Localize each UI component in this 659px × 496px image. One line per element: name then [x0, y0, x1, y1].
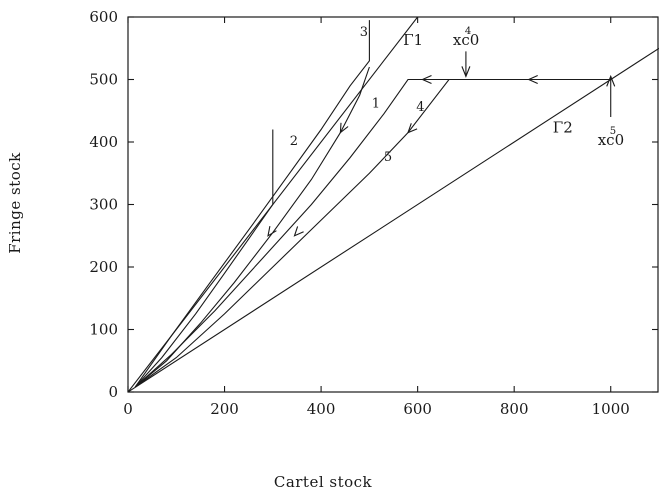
- boundary-label: Γ2: [553, 119, 573, 137]
- plot-frame: [127, 16, 659, 393]
- x-tick-label: 600: [403, 400, 432, 418]
- xc0-superscript: 4: [465, 26, 471, 37]
- trajectory-4: [134, 74, 466, 388]
- trajectory-3: [134, 20, 370, 388]
- x-axis-label: Cartel stock: [274, 473, 373, 491]
- y-tick-label: 300: [89, 196, 118, 214]
- x-tick-label: 200: [210, 400, 239, 418]
- axes: 0 200 400 600 800 1000 0 100 200 300 400 500 600: [89, 8, 658, 418]
- direction-arrow: [527, 74, 538, 85]
- trajectory-label: 4: [416, 100, 424, 115]
- trajectory-line: [134, 129, 274, 388]
- y-tick-label: 600: [89, 8, 118, 26]
- trajectory-label: 5: [384, 150, 392, 165]
- trajectory-5: [134, 74, 611, 388]
- direction-arrow: [339, 122, 349, 134]
- trajectory-line: [134, 78, 466, 388]
- y-axis-label: Fringe stock: [6, 152, 24, 254]
- trajectory-label: 3: [360, 25, 368, 40]
- direction-arrow: [421, 74, 432, 85]
- x-tick-label: 400: [307, 400, 336, 418]
- trajectory-line: [134, 66, 370, 388]
- direction-arrow: [407, 123, 418, 134]
- series-group: [128, 17, 659, 392]
- xc0-label: xc0: [453, 31, 479, 49]
- boundary-line: [128, 47, 659, 392]
- y-tick-label: 100: [89, 321, 118, 339]
- xc0-arrow-head: [461, 66, 471, 78]
- trajectory-line: [134, 78, 611, 388]
- xc0-superscript: 5: [610, 126, 616, 137]
- y-tick-label: 0: [108, 383, 118, 401]
- y-tick-label: 500: [89, 71, 118, 89]
- direction-arrow: [293, 226, 304, 237]
- x-tick-label: 800: [500, 400, 529, 418]
- xc0-label: xc0: [598, 131, 624, 149]
- trajectory-label: 2: [290, 134, 298, 149]
- x-tick-label: 0: [123, 400, 133, 418]
- plot-frame-rect: [127, 16, 659, 393]
- trajectory-line: [134, 20, 370, 388]
- xc0-arrow-head: [606, 74, 616, 87]
- trajectory-label: 1: [372, 97, 380, 112]
- y-tick-label: 200: [89, 258, 118, 276]
- x-tick-label: 1000: [592, 400, 630, 418]
- y-tick-label: 400: [89, 133, 118, 151]
- trajectory-1: [134, 66, 370, 388]
- trajectory-2: [134, 129, 277, 388]
- boundary-label: Γ1: [403, 31, 423, 49]
- direction-arrow: [267, 225, 277, 237]
